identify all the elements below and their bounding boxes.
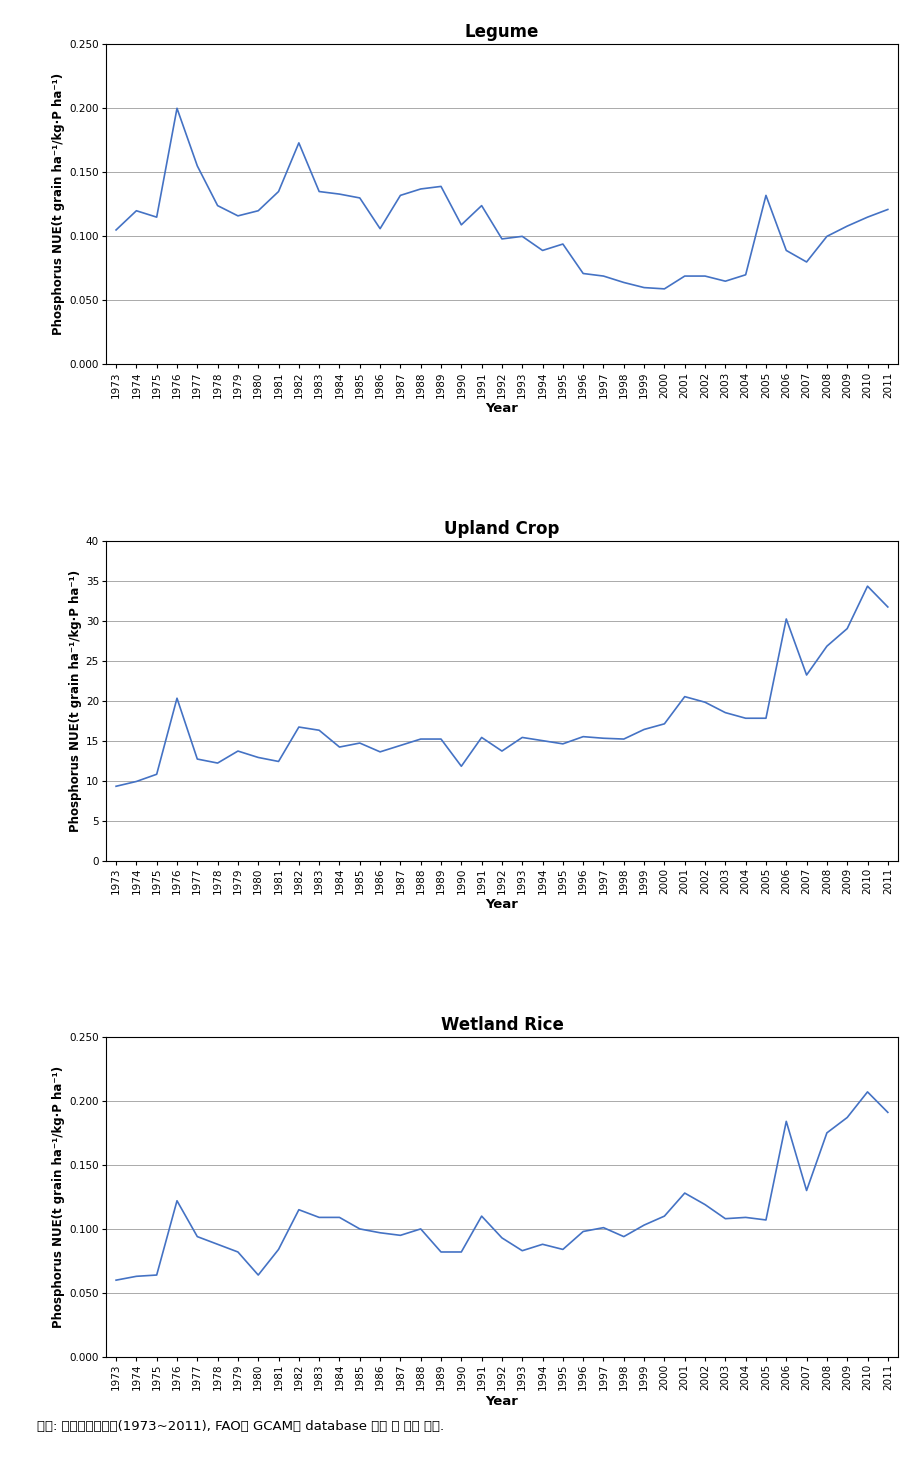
Y-axis label: Phosphorus NUE(t grain ha⁻¹/kg·P ha⁻¹): Phosphorus NUE(t grain ha⁻¹/kg·P ha⁻¹)	[52, 74, 65, 335]
Title: Wetland Rice: Wetland Rice	[440, 1016, 564, 1034]
Text: 자료: 농림축산식품부(1973~2011), FAO와 GCAM의 database 참고 및 저자 작성.: 자료: 농림축산식품부(1973~2011), FAO와 GCAM의 datab…	[37, 1420, 444, 1432]
X-axis label: Year: Year	[485, 403, 519, 414]
X-axis label: Year: Year	[485, 898, 519, 912]
X-axis label: Year: Year	[485, 1394, 519, 1407]
Title: Legume: Legume	[465, 24, 539, 41]
Y-axis label: Phosphorus NUE(t grain ha⁻¹/kg·P ha⁻¹): Phosphorus NUE(t grain ha⁻¹/kg·P ha⁻¹)	[52, 1066, 65, 1328]
Title: Upland Crop: Upland Crop	[444, 519, 560, 537]
Y-axis label: Phosphorus NUE(t grain ha⁻¹/kg·P ha⁻¹): Phosphorus NUE(t grain ha⁻¹/kg·P ha⁻¹)	[68, 569, 82, 832]
